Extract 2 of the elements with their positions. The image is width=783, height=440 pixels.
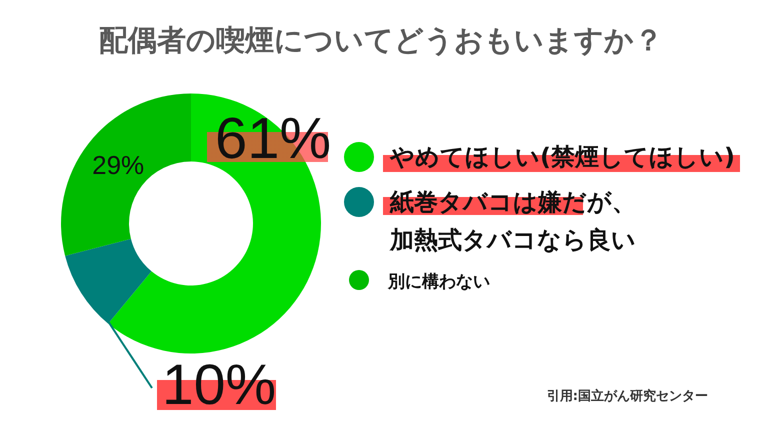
annotation: 引用:国立がん研究センター xyxy=(546,389,708,404)
title: 配偶者の喫煙についてどうおもいますか？ xyxy=(99,23,663,57)
